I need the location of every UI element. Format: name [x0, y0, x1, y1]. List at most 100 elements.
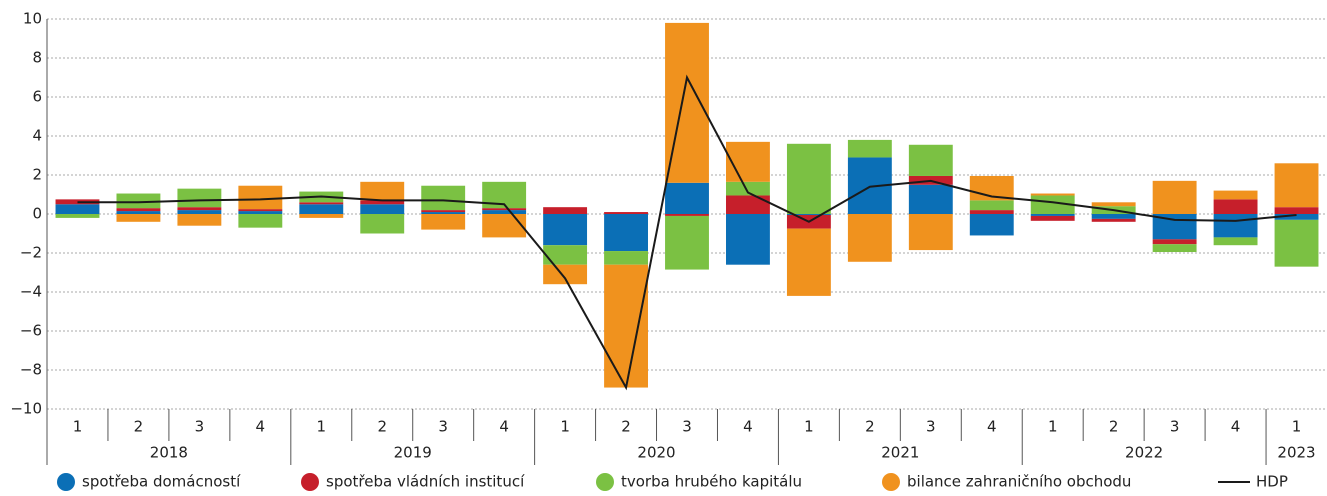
bar-segment — [238, 185, 283, 210]
bar-segment — [238, 209, 283, 212]
bar-segment — [1213, 190, 1258, 200]
bar-segment — [543, 245, 588, 265]
legend-label: spotřeba domácností — [82, 473, 241, 491]
year-label: 2021 — [881, 444, 919, 462]
year-label: 2022 — [1125, 444, 1163, 462]
x-tick-label: 2 — [134, 418, 144, 436]
x-tick-label: 4 — [987, 418, 997, 436]
bar-segment — [1091, 214, 1136, 219]
bar-segment — [1030, 193, 1075, 196]
y-tick-label: 8 — [32, 49, 42, 67]
bar-segment — [299, 214, 344, 218]
x-tick-label: 3 — [195, 418, 205, 436]
bar-segment — [360, 214, 405, 234]
bar-segment — [238, 214, 283, 228]
bar-segment — [1213, 199, 1258, 214]
y-tick-label: 0 — [32, 205, 42, 223]
bar-segment — [1274, 214, 1319, 220]
bar-segment — [969, 200, 1014, 211]
bar-segment — [116, 208, 161, 212]
y-tick-label: −2 — [20, 244, 42, 262]
x-tick-label: 1 — [1048, 418, 1058, 436]
bar-segment — [421, 212, 466, 214]
bar-segment — [543, 214, 588, 246]
bar-segment — [421, 210, 466, 213]
x-tick-label: 2 — [377, 418, 387, 436]
bar-segment — [1213, 214, 1258, 238]
legend-label: tvorba hrubého kapitálu — [621, 473, 802, 491]
x-tick-label: 3 — [926, 418, 936, 436]
bar-segment — [238, 211, 283, 214]
x-tick-label: 1 — [317, 418, 327, 436]
bar-segment — [665, 182, 709, 214]
bar-segment — [1152, 180, 1197, 214]
bar-segment — [1030, 195, 1075, 214]
bar-segment — [908, 184, 953, 214]
y-tick-label: −4 — [20, 283, 42, 301]
x-tick-label: 1 — [73, 418, 83, 436]
bar-segment — [908, 144, 953, 176]
bar-segment — [969, 210, 1014, 214]
y-tick-label: 2 — [32, 166, 42, 184]
y-tick-label: 4 — [32, 127, 42, 145]
bar-segment — [1274, 163, 1319, 208]
bar-segment — [786, 228, 831, 296]
bar-segment — [299, 204, 344, 214]
bar-segment — [177, 188, 222, 208]
year-label: 2019 — [394, 444, 432, 462]
bar-segment — [177, 214, 222, 226]
legend-marker — [596, 473, 614, 491]
bar-segment — [421, 185, 466, 211]
bar-segment — [177, 207, 222, 211]
bar-segment — [482, 214, 527, 238]
bar-segment — [360, 204, 405, 214]
x-tick-label: 4 — [256, 418, 266, 436]
bar-segment — [1152, 239, 1197, 245]
bar-segment — [543, 207, 588, 214]
bar-segment — [421, 214, 466, 230]
bar-segment — [1274, 219, 1319, 267]
x-tick-label: 2 — [865, 418, 875, 436]
hdp-line — [77, 74, 1297, 391]
year-label: 2023 — [1277, 444, 1315, 462]
bar-segment — [482, 210, 527, 214]
bar-segment — [177, 210, 222, 214]
x-tick-label: 4 — [1231, 418, 1241, 436]
bar-segment — [604, 212, 648, 214]
legend-marker — [882, 473, 900, 491]
bar-segment — [360, 181, 405, 201]
bar-segment — [604, 264, 648, 388]
bar-segment — [604, 251, 648, 265]
bar-segment — [116, 214, 161, 222]
bar-segment — [1030, 214, 1075, 216]
bar-segment — [299, 202, 344, 205]
bar-segment — [726, 181, 770, 196]
x-tick-label: 2 — [1109, 418, 1119, 436]
bar-segment — [665, 215, 709, 270]
bar-segment — [847, 214, 892, 262]
year-label: 2018 — [150, 444, 188, 462]
bar-segment — [116, 193, 161, 209]
y-tick-label: 10 — [23, 10, 42, 28]
x-tick-label: 2 — [621, 418, 631, 436]
x-tick-label: 3 — [682, 418, 692, 436]
bar-segment — [969, 214, 1014, 236]
bar-segment — [726, 195, 770, 214]
bar-segment — [847, 139, 892, 158]
bar-segment — [55, 214, 100, 218]
x-tick-label: 4 — [499, 418, 509, 436]
bar-segment — [116, 211, 161, 214]
bar-segment — [360, 200, 405, 205]
bar-segment — [726, 141, 770, 182]
bar-segment — [1091, 218, 1136, 222]
bar-segment — [786, 143, 831, 214]
y-tick-label: −10 — [10, 400, 42, 418]
y-tick-label: −6 — [20, 322, 42, 340]
legend-label: spotřeba vládních institucí — [326, 473, 525, 491]
bar-segment — [55, 204, 100, 214]
x-tick-label: 1 — [804, 418, 814, 436]
bar-segment — [786, 214, 831, 215]
y-tick-label: 6 — [32, 88, 42, 106]
x-tick-label: 1 — [560, 418, 570, 436]
